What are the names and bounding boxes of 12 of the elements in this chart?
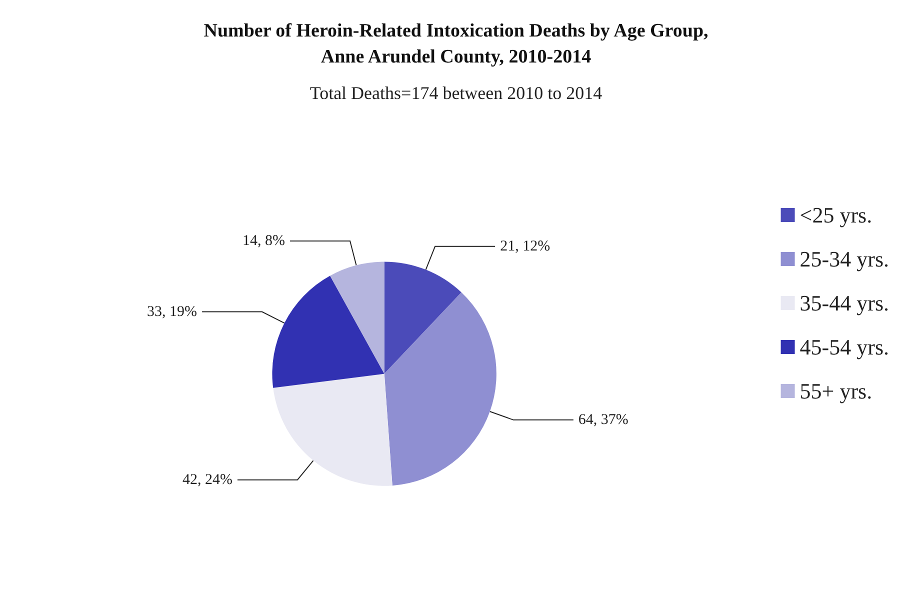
legend-label: 25-34 yrs. [800, 246, 890, 272]
data-label: 33, 19% [147, 304, 198, 320]
legend-label: 45-54 yrs. [800, 334, 890, 360]
data-label: 42, 24% [182, 472, 232, 488]
legend-label: 35-44 yrs. [800, 290, 890, 316]
data-label: 21, 12% [500, 238, 550, 254]
legend-label: 55+ yrs. [800, 378, 872, 404]
chart-title: Number of Heroin-Related Intoxication Deaths by Age Group, Anne Arundel County, 2010-2014 [204, 20, 709, 68]
data-label: 64, 37% [578, 412, 628, 428]
legend-label: <25 yrs. [800, 202, 872, 228]
data-label: 14, 8% [242, 233, 286, 250]
chart-subtitle: Total Deaths=174 between 2010 to 2014 [310, 83, 602, 103]
